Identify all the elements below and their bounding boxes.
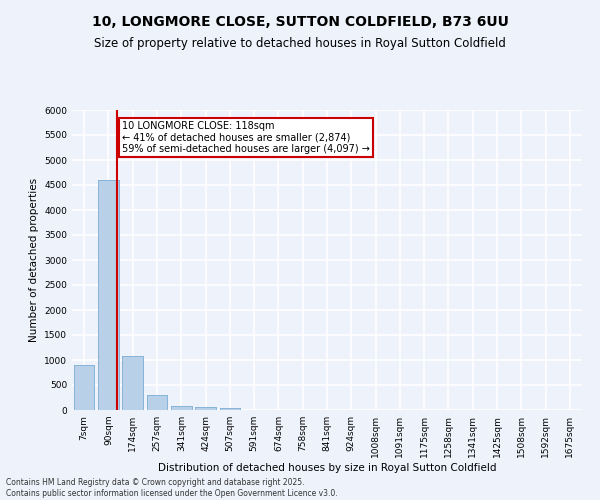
Bar [146,395,167,410]
Text: 10 LONGMORE CLOSE: 118sqm
← 41% of detached houses are smaller (2,874)
59% of se: 10 LONGMORE CLOSE: 118sqm ← 41% of detac… [122,121,370,154]
Bar [171,406,191,410]
Bar [195,407,216,410]
Bar [74,365,94,410]
Bar [195,407,216,410]
Bar [171,406,191,410]
Text: Contains HM Land Registry data © Crown copyright and database right 2025.
Contai: Contains HM Land Registry data © Crown c… [6,478,338,498]
Bar [74,365,94,410]
Bar [98,180,119,410]
Bar [220,408,240,410]
Bar [122,356,143,410]
Bar [220,408,240,410]
Bar [98,180,119,410]
Bar [122,356,143,410]
Text: 10, LONGMORE CLOSE, SUTTON COLDFIELD, B73 6UU: 10, LONGMORE CLOSE, SUTTON COLDFIELD, B7… [92,15,508,29]
Text: Size of property relative to detached houses in Royal Sutton Coldfield: Size of property relative to detached ho… [94,38,506,51]
Bar [146,395,167,410]
Y-axis label: Number of detached properties: Number of detached properties [29,178,38,342]
X-axis label: Distribution of detached houses by size in Royal Sutton Coldfield: Distribution of detached houses by size … [158,462,496,472]
